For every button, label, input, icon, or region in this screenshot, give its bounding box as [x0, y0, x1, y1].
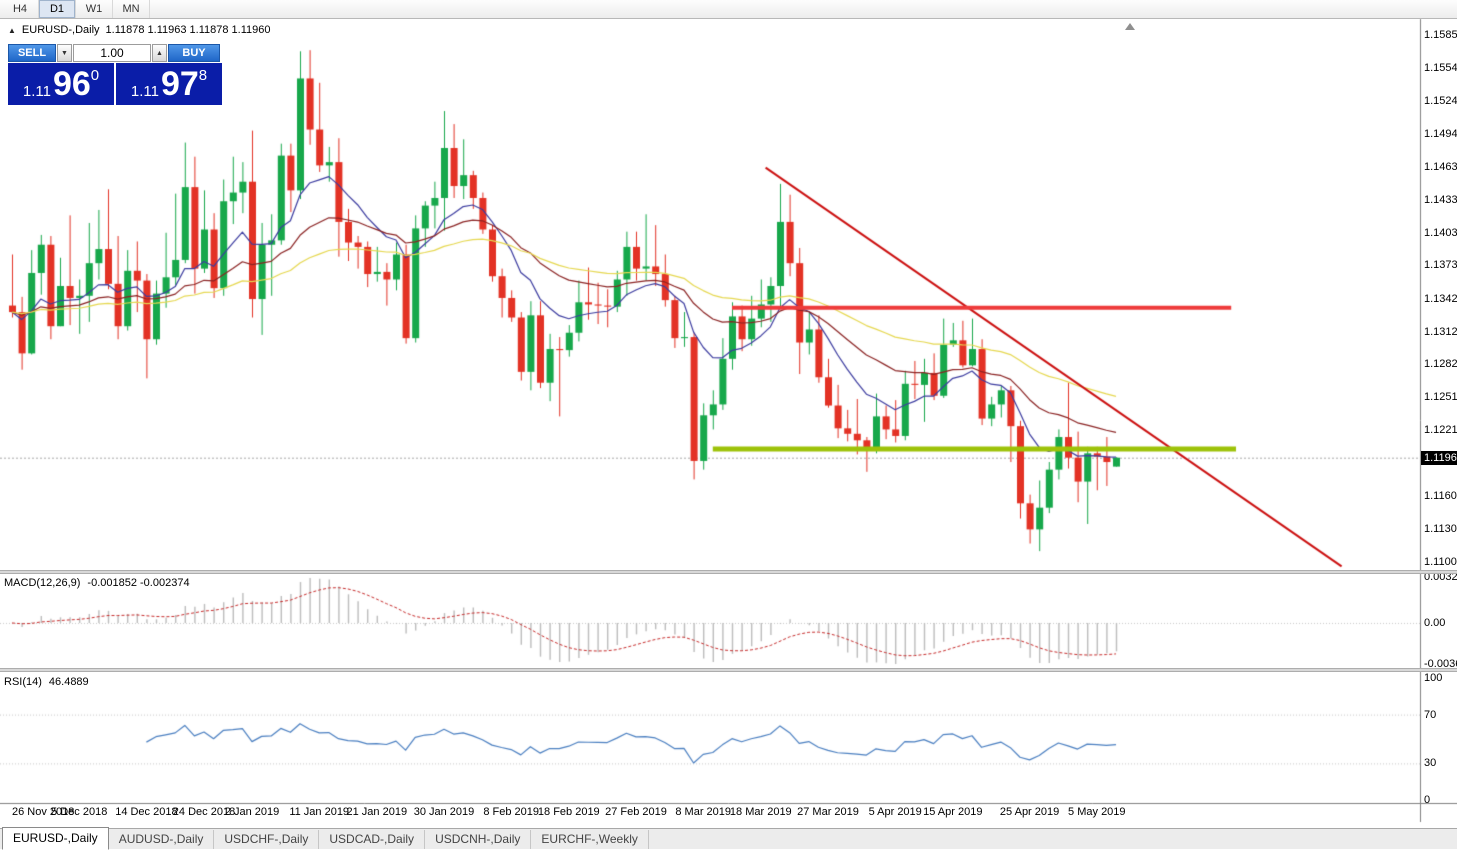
- time-axis-label: 8 Feb 2019: [483, 806, 540, 818]
- price-axis-label: 1.12820: [1424, 358, 1457, 371]
- timeframe-mn-button[interactable]: MN: [113, 0, 150, 18]
- time-axis-label: 18 Mar 2019: [729, 806, 792, 818]
- time-axis-label: 5 Apr 2019: [868, 806, 922, 818]
- macd-indicator-label: MACD(12,26,9) -0.001852 -0.002374: [4, 577, 190, 589]
- buy-price-prefix: 1.11: [130, 83, 159, 100]
- price-axis-label: 1.14030: [1424, 226, 1457, 239]
- rsi-title: RSI(14): [4, 676, 42, 688]
- tab-eurusd-daily[interactable]: EURUSD-,Daily: [2, 827, 109, 850]
- chart-shift-marker-icon[interactable]: [1125, 23, 1135, 30]
- rsi-axis-label: 0: [1424, 794, 1431, 806]
- macd-axis-label: 0.00: [1424, 616, 1446, 629]
- timeframe-h4-button[interactable]: H4: [2, 0, 39, 18]
- time-axis-label: 8 Mar 2019: [675, 806, 732, 818]
- price-axis-label: 1.13120: [1424, 325, 1457, 338]
- time-axis-label: 15 Apr 2019: [923, 806, 983, 818]
- price-axis-label: 1.11605: [1424, 490, 1457, 503]
- rsi-value: 46.4889: [48, 676, 89, 688]
- time-axis-label: 30 Jan 2019: [413, 806, 475, 818]
- rsi-axis-label: 30: [1424, 757, 1437, 770]
- time-axis-label: 2 Jan 2019: [224, 806, 280, 818]
- volume-input[interactable]: [73, 44, 151, 62]
- time-axis-label: 24 Dec 2018: [172, 806, 236, 818]
- price-axis-label: 1.14335: [1424, 193, 1457, 206]
- price-axis-label: 1.15245: [1424, 94, 1457, 107]
- chart-header: ▲ EURUSD-,Daily 1.11878 1.11963 1.11878 …: [8, 24, 271, 36]
- time-axis-label: 11 Jan 2019: [289, 806, 350, 818]
- sell-price-prefix: 1.11: [22, 83, 51, 100]
- panel-splitter[interactable]: [0, 570, 1457, 574]
- macd-axis-label: 0.003287: [1424, 571, 1457, 583]
- macd-title: MACD(12,26,9): [4, 577, 81, 589]
- one-click-toggle-icon[interactable]: ▲: [8, 25, 16, 35]
- macd-axis-label: -0.003654: [1424, 658, 1457, 670]
- tab-eurchf-weekly[interactable]: EURCHF-,Weekly: [531, 830, 649, 849]
- volume-increase-button[interactable]: ▲: [152, 44, 167, 62]
- buy-price-main: 97: [160, 65, 199, 103]
- macd-values: -0.001852 -0.002374: [87, 577, 190, 589]
- chart-symbol-label: EURUSD-,Daily: [21, 24, 100, 36]
- sell-price-pip: 0: [90, 67, 100, 84]
- triangle-up-icon: ▲: [156, 49, 163, 57]
- triangle-down-icon: ▼: [61, 49, 68, 57]
- chart-tabs-bar: EURUSD-,Daily AUDUSD-,Daily USDCHF-,Daily U…: [0, 827, 1457, 850]
- timeframe-toolbar: H4 D1 W1 MN: [0, 0, 1457, 19]
- timeframe-w1-button[interactable]: W1: [76, 0, 113, 18]
- sell-price-main: 96: [52, 65, 91, 103]
- tab-usdcad-daily[interactable]: USDCAD-,Daily: [319, 830, 426, 849]
- time-axis-label: 5 May 2019: [1068, 806, 1126, 818]
- price-axis-label: 1.11305: [1424, 522, 1457, 535]
- one-click-trading-panel: SELL ▼ ▲ BUY 1.11 96 0 1.11 97 8: [8, 44, 222, 105]
- time-axis-label: 5 Dec 2018: [51, 806, 108, 818]
- price-axis-label: 1.13425: [1424, 292, 1457, 305]
- current-price-badge: 1.11960: [1421, 450, 1457, 465]
- price-axis-label: 1.14635: [1424, 161, 1457, 174]
- one-click-price-row: 1.11 96 0 1.11 97 8: [8, 63, 222, 105]
- buy-price-button[interactable]: 1.11 97 8: [116, 63, 222, 105]
- chart-ohlc-label: 1.11878 1.11963 1.11878 1.11960: [105, 24, 271, 36]
- time-axis-label: 27 Mar 2019: [797, 806, 859, 818]
- sell-price-button[interactable]: 1.11 96 0: [8, 63, 114, 105]
- buy-button[interactable]: BUY: [168, 44, 220, 62]
- sell-button[interactable]: SELL: [8, 44, 56, 62]
- timeframe-d1-button[interactable]: D1: [39, 0, 76, 18]
- price-axis-label: 1.12215: [1424, 423, 1457, 436]
- price-axis-label: 1.13730: [1424, 259, 1457, 272]
- tab-usdcnh-daily[interactable]: USDCNH-,Daily: [425, 830, 532, 849]
- time-axis-label: 18 Feb 2019: [537, 806, 600, 818]
- rsi-axis-label: 70: [1424, 708, 1437, 721]
- price-axis-label: 1.14940: [1424, 127, 1457, 140]
- one-click-order-row: SELL ▼ ▲ BUY: [8, 44, 222, 62]
- price-axis-label: 1.15545: [1424, 62, 1457, 75]
- time-axis-label: 27 Feb 2019: [605, 806, 667, 818]
- volume-decrease-button[interactable]: ▼: [57, 44, 72, 62]
- rsi-axis-label: 100: [1424, 672, 1443, 684]
- rsi-indicator-label: RSI(14) 46.4889: [4, 676, 89, 688]
- panel-splitter[interactable]: [0, 668, 1457, 672]
- buy-price-pip: 8: [198, 67, 208, 84]
- price-axis-label: 1.15850: [1424, 29, 1457, 41]
- tab-audusd-daily[interactable]: AUDUSD-,Daily: [109, 830, 215, 849]
- time-axis-label: 25 Apr 2019: [999, 806, 1060, 818]
- time-axis-label: 26 Nov 2018: [12, 806, 75, 818]
- price-axis-label: 1.11000: [1424, 556, 1457, 568]
- time-axis-label: 14 Dec 2018: [115, 806, 178, 818]
- tab-usdchf-daily[interactable]: USDCHF-,Daily: [214, 830, 320, 849]
- time-axis-label: 21 Jan 2019: [346, 806, 408, 818]
- price-axis-label: 1.12515: [1424, 391, 1457, 404]
